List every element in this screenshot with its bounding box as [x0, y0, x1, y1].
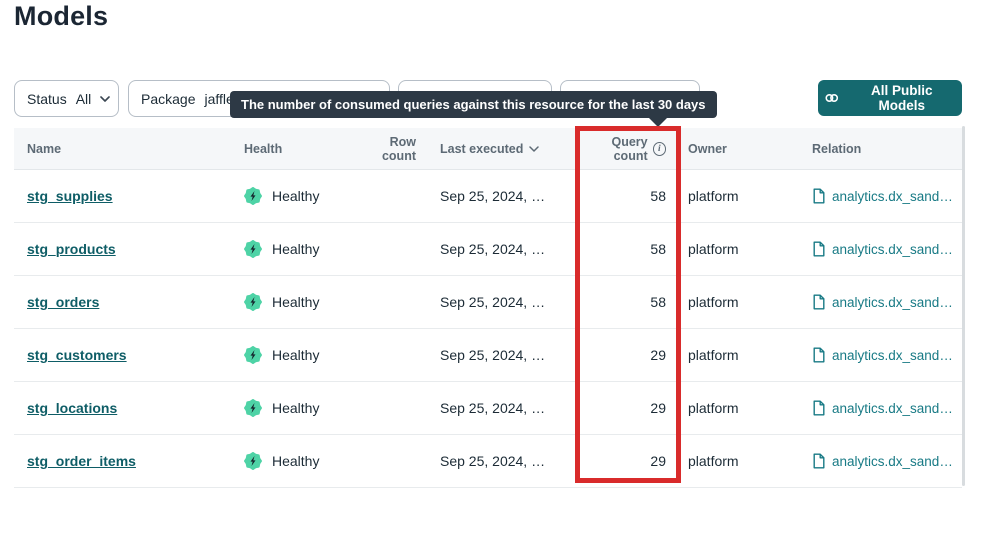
model-name-link[interactable]: stg_locations — [27, 400, 118, 416]
query-count-value: 29 — [650, 453, 666, 469]
relation-link[interactable]: analytics.dx_sand… — [832, 241, 953, 257]
health-status-label: Healthy — [272, 400, 320, 416]
column-header-relation: Relation — [812, 141, 862, 156]
relation-link[interactable]: analytics.dx_sand… — [832, 347, 953, 363]
health-badge-icon — [244, 240, 262, 258]
last-executed-value: Sep 25, 2024, … — [440, 400, 546, 416]
column-header-query-count: Query count i — [578, 135, 678, 163]
file-icon — [813, 294, 825, 310]
last-executed-value: Sep 25, 2024, … — [440, 347, 546, 363]
file-icon — [813, 453, 825, 469]
sort-chevron-icon — [529, 145, 540, 152]
last-executed-value: Sep 25, 2024, … — [440, 188, 546, 204]
model-name-link[interactable]: stg_customers — [27, 347, 127, 363]
query-count-value: 29 — [650, 400, 666, 416]
column-header-last-executed[interactable]: Last executed — [420, 142, 578, 156]
health-status-label: Healthy — [272, 347, 320, 363]
last-executed-value: Sep 25, 2024, … — [440, 241, 546, 257]
file-icon — [813, 347, 825, 363]
filter-dropdown-obscured-1[interactable] — [398, 80, 552, 117]
owner-value: platform — [688, 453, 739, 469]
last-executed-value: Sep 25, 2024, … — [440, 453, 546, 469]
owner-value: platform — [688, 400, 739, 416]
status-filter-dropdown[interactable]: Status All — [14, 80, 119, 117]
relation-link[interactable]: analytics.dx_sand… — [832, 453, 953, 469]
owner-value: platform — [688, 188, 739, 204]
status-filter-label: Status — [27, 90, 67, 107]
health-badge-icon — [244, 452, 262, 470]
file-icon — [813, 400, 825, 416]
relation-link[interactable]: analytics.dx_sand… — [832, 400, 953, 416]
query-count-value: 58 — [650, 188, 666, 204]
health-status-label: Healthy — [272, 453, 320, 469]
query-count-value: 29 — [650, 347, 666, 363]
relation-link[interactable]: analytics.dx_sand… — [832, 294, 953, 310]
query-count-label: Query count — [611, 134, 648, 163]
model-name-link[interactable]: stg_products — [27, 241, 116, 257]
health-badge-icon — [244, 293, 262, 311]
health-badge-icon — [244, 187, 262, 205]
table-row: stg_products Healthy Sep 25, 2024, … 58 … — [14, 223, 962, 276]
package-filter-label: Package — [141, 90, 196, 107]
last-executed-label: Last executed — [440, 141, 524, 156]
query-count-value: 58 — [650, 294, 666, 310]
table-row: stg_order_items Healthy Sep 25, 2024, … … — [14, 435, 962, 488]
table-row: stg_supplies Healthy Sep 25, 2024, … 58 … — [14, 170, 962, 223]
column-header-row-count: Row count — [381, 134, 416, 163]
package-filter-value: jaffle_ — [204, 90, 242, 107]
owner-value: platform — [688, 294, 739, 310]
link-icon — [825, 94, 839, 102]
health-status-label: Healthy — [272, 241, 320, 257]
health-status-label: Healthy — [272, 188, 320, 204]
model-name-link[interactable]: stg_order_items — [27, 453, 136, 469]
table-header-row: Name Health Row count Last executed Quer… — [14, 128, 962, 170]
info-icon[interactable]: i — [652, 141, 666, 156]
all-public-models-label: All Public Models — [871, 83, 933, 113]
chevron-down-icon — [100, 95, 111, 102]
health-status-label: Healthy — [272, 294, 320, 310]
table-row: stg_locations Healthy Sep 25, 2024, … 29… — [14, 382, 962, 435]
health-badge-icon — [244, 399, 262, 417]
column-header-name: Name — [27, 141, 62, 156]
chevron-down-icon — [677, 95, 687, 102]
owner-value: platform — [688, 347, 739, 363]
status-filter-value: All — [75, 90, 92, 107]
table-row: stg_customers Healthy Sep 25, 2024, … 29… — [14, 329, 962, 382]
column-header-health: Health — [244, 141, 283, 156]
package-filter-dropdown[interactable]: Package jaffle_ — [128, 80, 390, 117]
models-table: Name Health Row count Last executed Quer… — [14, 128, 962, 488]
health-badge-icon — [244, 346, 262, 364]
relation-link[interactable]: analytics.dx_sand… — [832, 188, 953, 204]
owner-value: platform — [688, 241, 739, 257]
column-header-owner: Owner — [688, 141, 727, 156]
all-public-models-button[interactable]: All Public Models — [818, 80, 962, 116]
file-icon — [813, 241, 825, 257]
table-row: stg_orders Healthy Sep 25, 2024, … 58 pl… — [14, 276, 962, 329]
filter-dropdown-obscured-2[interactable] — [560, 80, 700, 117]
vertical-scrollbar[interactable] — [962, 126, 965, 486]
last-executed-value: Sep 25, 2024, … — [440, 294, 546, 310]
model-name-link[interactable]: stg_orders — [27, 294, 100, 310]
file-icon — [813, 188, 825, 204]
page-title: Models — [14, 1, 109, 31]
query-count-value: 58 — [650, 241, 666, 257]
model-name-link[interactable]: stg_supplies — [27, 188, 113, 204]
